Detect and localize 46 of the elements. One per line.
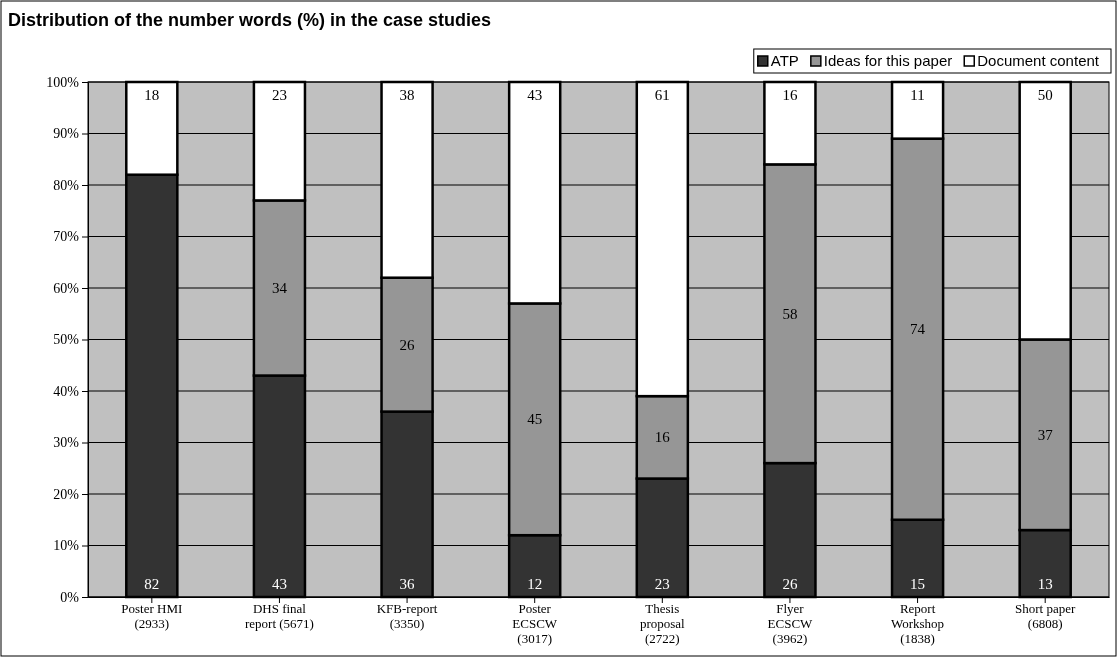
y-tick-label: 80% (53, 177, 80, 193)
data-label: 26 (782, 576, 798, 592)
data-label: 11 (910, 87, 925, 103)
data-label: 43 (527, 87, 543, 103)
y-tick-label: 40% (53, 383, 80, 399)
y-tick-label: 10% (53, 538, 80, 554)
y-tick-label: 20% (53, 486, 80, 502)
data-label: 34 (271, 280, 288, 296)
data-label: 50 (1037, 87, 1053, 103)
x-tick-label: KFB-report (3350) (376, 601, 438, 631)
data-label: 16 (654, 429, 671, 446)
x-tick-label: Report Workshop (1838) (891, 601, 945, 646)
legend-label: ATP (770, 52, 799, 69)
x-tick-label: DHS final report (5671) (244, 601, 314, 631)
x-tick-label: Flyer ECSCW (3962) (767, 601, 814, 646)
x-tick-label: Poster HMI (2933) (121, 601, 183, 631)
data-label: 61 (654, 87, 670, 103)
data-label: 45 (527, 411, 543, 428)
y-tick-label: 70% (53, 229, 80, 245)
legend-label: Ideas for this paper (823, 52, 953, 69)
x-tick-label: Short paper (6808) (1015, 601, 1076, 631)
data-label: 37 (1037, 426, 1054, 443)
x-tick-label: Poster ECSCW (3017) (512, 601, 558, 646)
data-label: 23 (271, 87, 287, 103)
data-label: 15 (910, 576, 926, 592)
data-label: 13 (1037, 576, 1053, 592)
y-tick-label: 0% (60, 589, 80, 605)
data-label: 18 (144, 87, 160, 103)
data-label: 74 (910, 321, 926, 338)
y-tick-label: 90% (53, 126, 80, 142)
data-label: 38 (399, 87, 415, 103)
data-label: 36 (399, 576, 416, 592)
x-tick-label: Thesis proposal (2722) (639, 601, 686, 646)
y-tick-label: 50% (53, 332, 80, 348)
y-tick-label: 100% (46, 74, 80, 90)
data-label: 58 (782, 305, 798, 322)
data-label: 23 (654, 576, 670, 592)
legend-label: Document content (977, 52, 1100, 69)
chart-title: Distribution of the number words (%) in the case studies (8, 10, 492, 30)
data-label: 26 (399, 336, 416, 353)
data-label: 43 (271, 576, 287, 592)
data-label: 16 (782, 87, 798, 103)
y-tick-label: 60% (53, 280, 80, 296)
y-tick-label: 30% (53, 435, 80, 451)
data-label: 82 (144, 576, 160, 592)
data-label: 12 (527, 576, 543, 592)
